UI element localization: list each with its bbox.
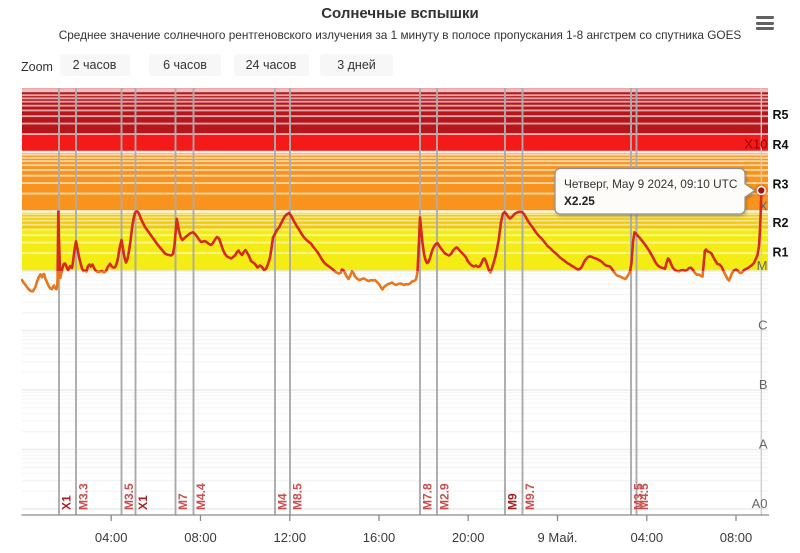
svg-text:M4: M4 xyxy=(276,493,290,510)
svg-text:R5: R5 xyxy=(773,108,789,122)
svg-text:R1: R1 xyxy=(773,245,789,259)
svg-text:M4.4: M4.4 xyxy=(194,483,208,510)
svg-text:20:00: 20:00 xyxy=(452,530,485,545)
svg-text:B: B xyxy=(759,377,768,392)
svg-text:X: X xyxy=(759,199,768,214)
svg-text:M9: M9 xyxy=(506,493,520,510)
svg-text:16:00: 16:00 xyxy=(363,530,396,545)
svg-text:X1: X1 xyxy=(60,495,74,510)
svg-text:R2: R2 xyxy=(773,216,789,230)
svg-text:M9.7: M9.7 xyxy=(523,483,537,510)
svg-text:M2.9: M2.9 xyxy=(438,483,452,510)
svg-text:R4: R4 xyxy=(773,138,789,152)
svg-text:X2.25: X2.25 xyxy=(564,194,595,208)
svg-text:9 Май.: 9 Май. xyxy=(538,530,578,545)
svg-text:M7.8: M7.8 xyxy=(421,483,435,510)
svg-text:04:00: 04:00 xyxy=(95,530,128,545)
svg-text:12:00: 12:00 xyxy=(274,530,307,545)
svg-text:M8.5: M8.5 xyxy=(291,483,305,510)
svg-text:M3.5: M3.5 xyxy=(122,483,136,510)
svg-text:R3: R3 xyxy=(773,177,789,191)
svg-text:M4.5: M4.5 xyxy=(637,483,651,510)
svg-text:A: A xyxy=(759,437,768,452)
svg-text:X10: X10 xyxy=(744,137,767,152)
svg-text:M: M xyxy=(757,258,768,273)
svg-text:A0: A0 xyxy=(752,496,768,511)
svg-text:X1: X1 xyxy=(136,495,150,510)
svg-text:M7: M7 xyxy=(176,493,190,510)
svg-text:Четверг, May 9 2024, 09:10 UTC: Четверг, May 9 2024, 09:10 UTC xyxy=(564,177,738,191)
svg-text:08:00: 08:00 xyxy=(720,530,753,545)
svg-text:M3.5: M3.5 xyxy=(632,483,646,510)
svg-text:04:00: 04:00 xyxy=(631,530,664,545)
svg-text:08:00: 08:00 xyxy=(184,530,217,545)
svg-text:M3.3: M3.3 xyxy=(77,483,91,510)
svg-text:C: C xyxy=(758,318,767,333)
